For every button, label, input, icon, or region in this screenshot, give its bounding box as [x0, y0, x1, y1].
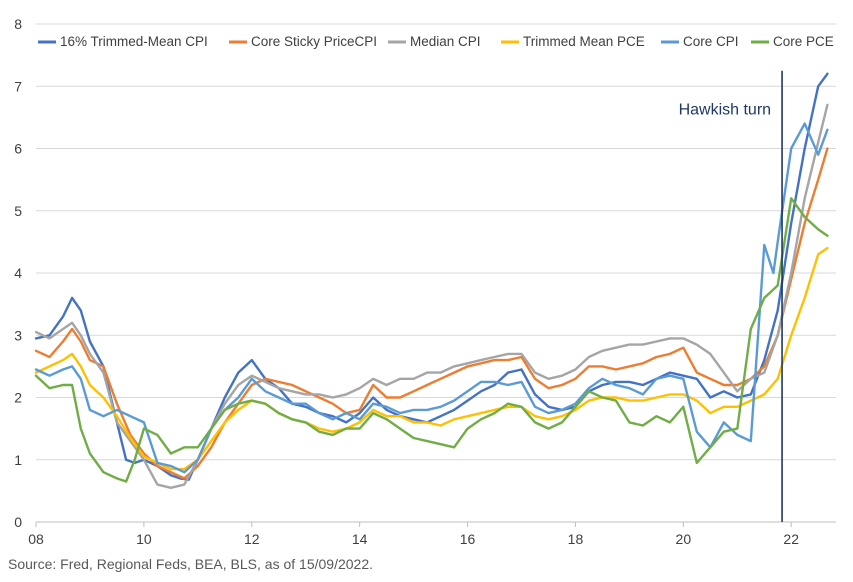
x-tick-label: 18 [568, 531, 584, 547]
series-line-6 [34, 197, 829, 483]
y-tick-label: 3 [14, 327, 22, 343]
gridlines [36, 23, 836, 461]
legend-label-5: Core CPI [683, 34, 739, 49]
x-tick-label: 20 [676, 531, 692, 547]
y-tick-label: 4 [14, 265, 22, 281]
legend-label-4: Trimmed Mean PCE [523, 34, 645, 49]
series-line-3 [34, 103, 829, 489]
y-tick-label: 1 [14, 452, 22, 468]
legend-label-3: Median CPI [410, 34, 481, 49]
legend-label-2: Core Sticky PriceCPI [251, 34, 377, 49]
legend-label-6: Core PCE [773, 34, 834, 49]
y-tick-label: 6 [14, 141, 22, 157]
y-tick-label: 8 [14, 16, 22, 32]
x-tick-label: 08 [28, 531, 44, 547]
series-line-2 [34, 147, 829, 480]
y-tick-label: 7 [14, 78, 22, 94]
x-tick-label: 16 [460, 531, 476, 547]
hawkish-turn-label: Hawkish turn [679, 101, 771, 118]
series-line-4 [34, 246, 829, 471]
x-tick-label: 14 [352, 531, 368, 547]
y-tick-label: 0 [14, 514, 22, 530]
source-note: Source: Fred, Regional Feds, BEA, BLS, a… [8, 556, 373, 572]
x-tick-label: 22 [783, 531, 799, 547]
series-lines [34, 72, 829, 489]
annotation: Hawkish turn [679, 70, 783, 522]
x-tick-label: 10 [136, 531, 152, 547]
series-line-1 [34, 72, 829, 481]
y-tick-label: 5 [14, 203, 22, 219]
x-tick-label: 12 [244, 531, 260, 547]
series-line-5 [34, 122, 829, 474]
legend: 16% Trimmed-Mean CPI Core Sticky PriceCPI… [38, 34, 834, 49]
y-tick-label: 2 [14, 390, 22, 406]
legend-label-1: 16% Trimmed-Mean CPI [60, 34, 208, 49]
